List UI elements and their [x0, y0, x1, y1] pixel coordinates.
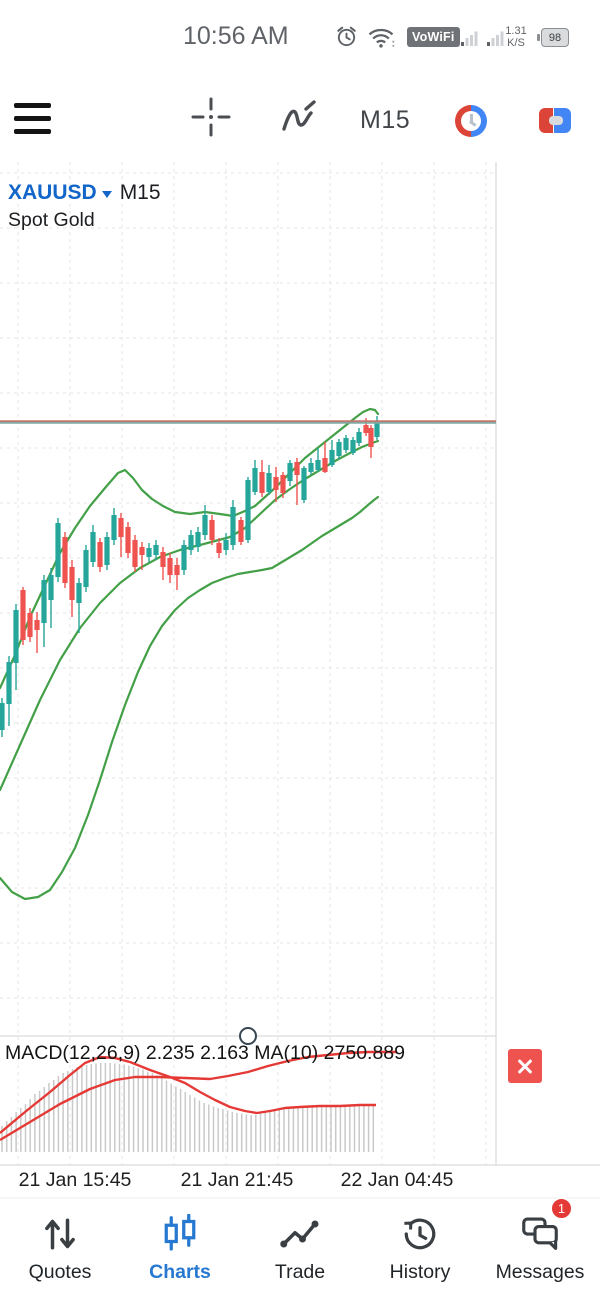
battery-nub	[537, 34, 540, 41]
crosshair-icon	[191, 97, 231, 137]
quotes-icon	[45, 1218, 75, 1250]
wifi-icon	[368, 28, 395, 48]
messages-icon	[522, 1217, 558, 1250]
indicators-icon	[282, 100, 316, 131]
macd-ma-line	[0, 1050, 397, 1142]
panel-divider-handle	[239, 1027, 257, 1045]
battery-percent: 98	[548, 31, 562, 44]
bollinger-lower	[0, 495, 380, 901]
bollinger-middle	[0, 439, 380, 792]
tab-label: Charts	[149, 1261, 211, 1283]
tab-trade[interactable]: Trade	[240, 1200, 360, 1300]
tab-history[interactable]: History	[360, 1200, 480, 1300]
bollinger-upper	[0, 407, 380, 690]
time-axis-label: 22 Jan 04:45	[340, 1169, 454, 1191]
data-rate-unit: K/S	[507, 37, 525, 49]
macd-signal-line	[0, 1055, 376, 1134]
tab-label: Messages	[495, 1261, 585, 1283]
menu-icon	[14, 103, 51, 108]
time-axis-label: 21 Jan 21:45	[180, 1169, 294, 1191]
battery-icon: 98	[537, 28, 569, 47]
chart-toolbar: M15	[0, 90, 600, 152]
data-rate: 1.31 K/S	[496, 25, 536, 49]
symbol-header[interactable]: XAUUSD M15 Spot Gold	[8, 181, 161, 232]
macd-indicator-label: MACD(12,26,9) 2.235 2.163 MA(10) 2750.88…	[5, 1042, 405, 1064]
tab-quotes[interactable]: Quotes	[0, 1200, 120, 1300]
charts-icon	[164, 1214, 196, 1251]
objects-button[interactable]	[539, 108, 571, 133]
data-rate-value: 1.31	[505, 25, 527, 37]
symbol-description: Spot Gold	[8, 209, 95, 231]
alarm-icon	[337, 26, 356, 47]
signal-icon	[461, 31, 478, 46]
bottom-nav-bar: Quotes Charts Trade	[0, 1197, 600, 1300]
time-axis: 21 Jan 15:45 21 Jan 21:45 22 Jan 04:45	[0, 1169, 600, 1195]
chevron-down-icon	[101, 191, 112, 198]
close-indicator-button[interactable]	[508, 1049, 542, 1083]
menu-button[interactable]	[14, 103, 52, 137]
sessions-button[interactable]	[455, 105, 487, 137]
history-icon	[404, 1218, 436, 1250]
tab-label: History	[389, 1261, 451, 1283]
tab-label: Trade	[274, 1261, 326, 1283]
vowifi-badge: VoWiFi	[407, 27, 460, 47]
tab-messages[interactable]: 1 Messages	[480, 1197, 600, 1300]
symbol-name[interactable]: XAUUSD	[8, 181, 97, 204]
tab-label: Quotes	[28, 1261, 92, 1283]
timeframe-button[interactable]: M15	[360, 106, 411, 134]
indicators-button[interactable]	[276, 96, 320, 140]
trade-icon	[280, 1220, 319, 1248]
symbol-timeframe: M15	[119, 181, 161, 204]
clock-time: 10:56 AM	[183, 22, 289, 50]
messages-badge: 1	[550, 1197, 573, 1220]
time-axis-label: 21 Jan 15:45	[18, 1169, 132, 1191]
tab-charts[interactable]: Charts	[120, 1200, 240, 1300]
crosshair-button[interactable]	[190, 96, 232, 138]
status-bar: 10:56 AM VoWiFi 1.31 K/S	[0, 0, 600, 76]
signal-icon	[487, 31, 504, 46]
objects-icon	[539, 108, 554, 133]
